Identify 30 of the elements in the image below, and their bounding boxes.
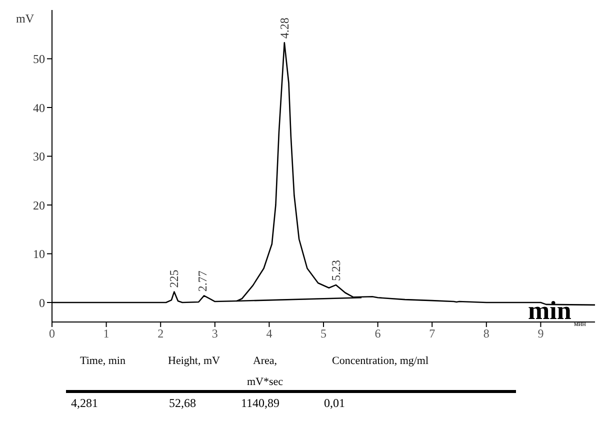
x-tick-label: 0 bbox=[49, 326, 55, 341]
text: Area, mV*sec bbox=[246, 354, 284, 390]
text: Concentration, mg/ml bbox=[332, 355, 430, 367]
y-tick-label: 10 bbox=[33, 247, 45, 262]
x-tick-label: 3 bbox=[212, 326, 218, 341]
y-tick-label: 0 bbox=[39, 296, 45, 310]
x-tick-label: 7 bbox=[429, 326, 436, 341]
y-tick-label: 20 bbox=[33, 198, 45, 212]
x-tick-label: 5 bbox=[320, 326, 326, 341]
x-tick-label: 4 bbox=[266, 326, 272, 341]
x-tick-label: 1 bbox=[103, 326, 110, 341]
x-tick-label: 2 bbox=[158, 326, 164, 341]
text: Height, mV bbox=[168, 355, 221, 367]
annotation: 5.23 bbox=[328, 260, 343, 281]
annotation: 2.77 bbox=[195, 270, 210, 292]
x-tick-label: 6 bbox=[374, 326, 381, 341]
y-tick-label: 30 bbox=[33, 150, 45, 164]
annotation: 4.28 bbox=[277, 18, 292, 39]
annotation: 225 bbox=[167, 270, 182, 288]
text: 1140,89 bbox=[241, 396, 280, 411]
text: 0,01 bbox=[324, 396, 345, 411]
y-axis-title: mV bbox=[16, 12, 34, 26]
y-tick-label: 50 bbox=[33, 52, 45, 66]
x-tick-label: 9 bbox=[538, 326, 544, 341]
x-axis-title: min bbox=[528, 296, 572, 325]
text: Time, min bbox=[80, 355, 126, 367]
text: 52,68 bbox=[169, 396, 196, 411]
x-tick-label: 8 bbox=[483, 326, 490, 341]
text: 4,281 bbox=[71, 396, 98, 411]
y-tick-label: 40 bbox=[33, 100, 45, 115]
